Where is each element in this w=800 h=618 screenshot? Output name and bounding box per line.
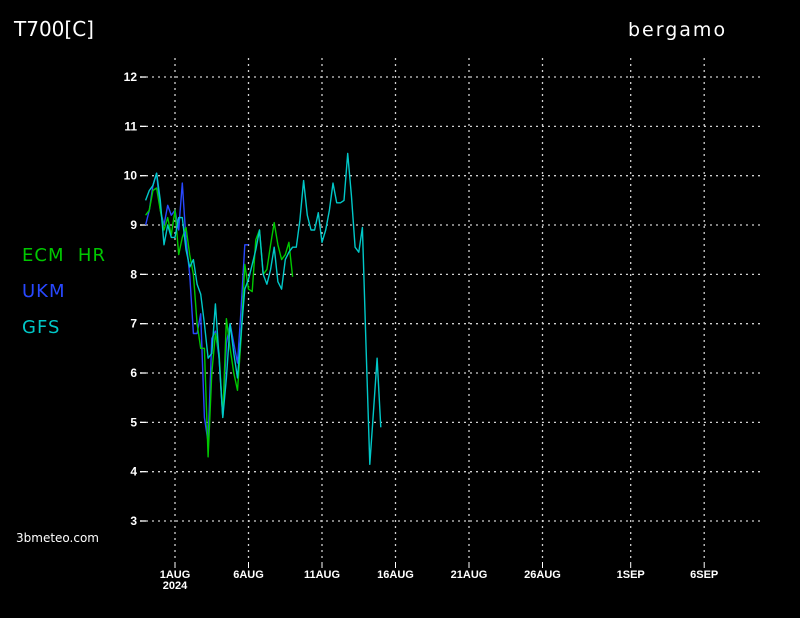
y-tick-label: 9 <box>130 218 137 232</box>
legend-item-gfs: GFS <box>22 317 60 338</box>
x-tick-label: 26AUG <box>524 569 561 581</box>
y-tick-label: 10 <box>124 169 138 183</box>
x-tick-sublabel: 2024 <box>163 580 188 592</box>
series-line-gfs <box>144 152 382 465</box>
legend-item-ecm-hr: ECM HR <box>22 245 106 266</box>
grid <box>140 58 762 560</box>
y-tick-label: 7 <box>130 317 137 331</box>
y-tick-label: 3 <box>130 514 137 528</box>
y-tick-label: 4 <box>130 465 137 479</box>
x-tick-label: 6SEP <box>690 569 718 581</box>
legend: ECM HR UKM GFS <box>22 245 106 338</box>
y-tick-label: 11 <box>124 119 137 133</box>
x-tick-label: 21AUG <box>451 569 488 581</box>
y-tick-label: 6 <box>130 366 137 380</box>
x-tick-label: 16AUG <box>377 569 414 581</box>
x-tick-label: 6AUG <box>233 569 264 581</box>
series-lines <box>144 152 382 465</box>
credit-label: 3bmeteo.com <box>16 531 99 545</box>
legend-item-ukm: UKM <box>22 281 66 302</box>
location-label: bergamo <box>628 19 727 41</box>
y-axis: 3 4 5 6 7 8 9 10 11 12 <box>124 70 146 528</box>
x-tick-label: 11AUG <box>304 569 340 581</box>
y-tick-label: 8 <box>130 267 137 281</box>
x-tick-label: 1AUG <box>160 569 191 581</box>
x-tick-label: 1SEP <box>617 569 645 581</box>
chart-title: T700[C] <box>13 17 94 41</box>
y-tick-label: 12 <box>124 70 138 84</box>
y-tick-label: 5 <box>130 415 137 429</box>
